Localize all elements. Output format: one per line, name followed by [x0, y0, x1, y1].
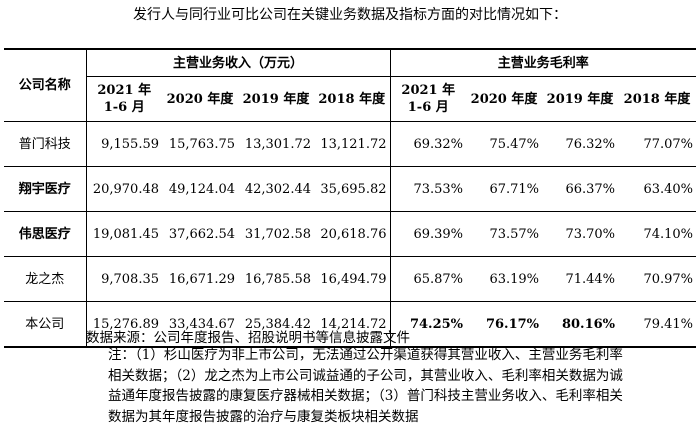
data-source-note: 数据来源：公司年度报告、招股说明书等信息披露文件: [86, 330, 410, 346]
margin-cell: 66.37%: [542, 166, 619, 212]
revenue-cell: 9,708.35: [85, 256, 162, 302]
revenue-cell: 35,695.82: [314, 166, 391, 212]
company-name: 普门科技: [18, 136, 71, 152]
margin-cell: 73.57%: [466, 211, 543, 257]
revenue-cell: 16,494.79: [314, 256, 391, 302]
margin-cell: 71.44%: [542, 256, 619, 302]
revenue-cell: 42,302.44: [238, 166, 314, 212]
table-row: 本公司 15,276.89 33,434.67 25,384.42 14,214…: [4, 301, 697, 348]
revenue-cell: 20,618.76: [314, 211, 391, 257]
company-header: 公司名称: [4, 48, 86, 122]
margin-cell: 63.19%: [466, 256, 543, 302]
revenue-period-header: 2019 年度: [238, 76, 314, 122]
revenue-period-header: 2018 年度: [314, 76, 391, 122]
margin-cell: 65.87%: [389, 256, 467, 302]
margin-cell: 69.32%: [389, 121, 467, 167]
margin-cell: 67.71%: [466, 166, 543, 212]
revenue-cell: 20,970.48: [85, 166, 162, 212]
table-row: 龙之杰 9,708.35 16,671.29 16,785.58 16,494.…: [4, 256, 697, 302]
revenue-cell: 15,763.75: [168, 136, 235, 152]
margin-cell: 69.39%: [389, 211, 467, 257]
table-row: 翔宇医疗 20,970.48 49,124.04 42,302.44 35,69…: [4, 166, 697, 212]
revenue-cell: 16,671.29: [162, 256, 238, 302]
company-name: 伟思医疗: [4, 211, 86, 257]
margin-period-header: 2020 年度: [466, 76, 543, 122]
margin-cell: 74.10%: [618, 211, 697, 257]
revenue-cell: 37,662.54: [162, 211, 238, 257]
notes-block: 数据来源：公司年度报告、招股说明书等信息披露文件: [86, 328, 646, 349]
margin-cell: 80.16%: [542, 301, 619, 348]
margin-cell: 75.47%: [489, 136, 540, 152]
margin-cell: 74.25%: [389, 301, 467, 348]
revenue-cell: 15,276.89: [85, 301, 162, 348]
revenue-cell: 16,785.58: [238, 256, 314, 302]
margin-group-header: 主营业务毛利率: [389, 48, 697, 77]
table-row: 伟思医疗 19,081.45 37,662.54 31,702.58 20,61…: [4, 211, 697, 257]
margin-cell: 79.41%: [618, 301, 697, 348]
revenue-group-header: 主营业务收入（万元）: [85, 48, 391, 77]
margin-cell: 63.40%: [618, 166, 697, 212]
margin-period-header: 2021 年 1-6 月: [389, 76, 467, 122]
margin-period-header: 2018 年度: [618, 76, 697, 122]
margin-cell: 76.17%: [466, 301, 543, 348]
revenue-cell: 25,384.42: [238, 301, 314, 348]
revenue-cell: 33,434.67: [162, 301, 238, 348]
revenue-cell: 14,214.72: [314, 301, 391, 348]
margin-cell: 73.53%: [389, 166, 467, 212]
margin-cell: 77.07%: [643, 136, 694, 152]
intro-text: 发行人与同行业可比公司在关键业务数据及指标方面的对比情况如下：: [133, 7, 567, 23]
company-name: 龙之杰: [4, 256, 86, 302]
comparison-table: 公司名称 主营业务收入（万元） 主营业务毛利率 2021 年 1-6 月 202…: [4, 48, 697, 348]
revenue-cell: 13,121.72: [320, 136, 387, 152]
margin-cell: 76.32%: [565, 136, 616, 152]
margin-cell: 70.97%: [618, 256, 697, 302]
footnote-text: 注：（1）杉山医疗为非上市公司，无法通过公开渠道获得其营业收入、主营业务毛利率相…: [108, 347, 623, 425]
company-name: 翔宇医疗: [4, 166, 86, 212]
revenue-period-header: 2021 年 1-6 月: [85, 76, 162, 122]
revenue-cell: 19,081.45: [85, 211, 162, 257]
company-name: 本公司: [4, 301, 86, 348]
revenue-cell: 31,702.58: [238, 211, 314, 257]
table-row: 普门科技 9,155.59 15,763.75 13,301.72 13,121…: [4, 121, 696, 167]
margin-cell: 73.70%: [542, 211, 619, 257]
margin-period-header: 2019 年度: [542, 76, 619, 122]
revenue-cell: 9,155.59: [85, 121, 162, 167]
revenue-cell: 49,124.04: [162, 166, 238, 212]
revenue-cell: 13,301.72: [244, 136, 311, 152]
revenue-period-header: 2020 年度: [162, 76, 238, 122]
